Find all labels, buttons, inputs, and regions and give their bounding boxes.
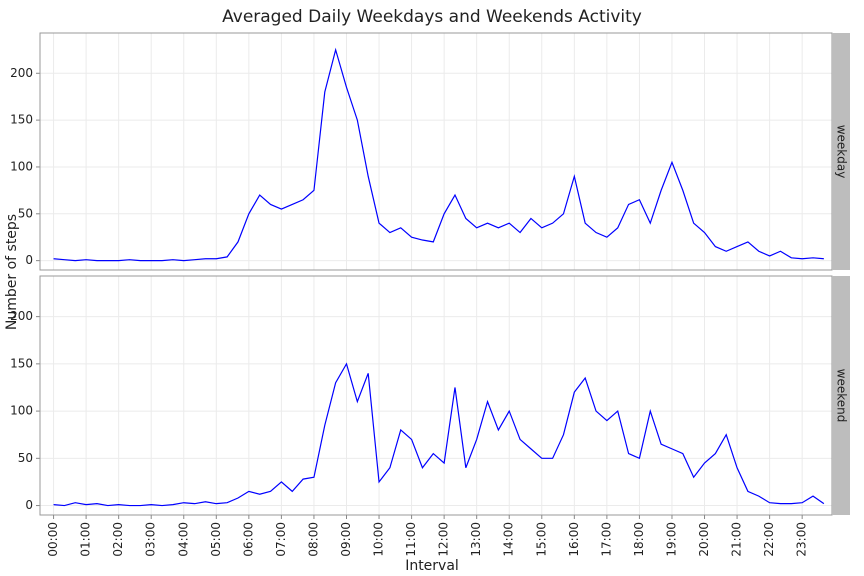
y-tick-label: 50 bbox=[18, 206, 33, 220]
x-tick-label: 14:00 bbox=[502, 522, 516, 557]
strip-label: weekday bbox=[835, 125, 849, 179]
x-tick-label: 02:00 bbox=[111, 522, 125, 557]
x-tick-label: 06:00 bbox=[241, 522, 255, 557]
data-line bbox=[53, 47, 824, 262]
x-tick-label: 07:00 bbox=[274, 522, 288, 557]
x-tick-label: 18:00 bbox=[632, 522, 646, 557]
x-tick-label: 11:00 bbox=[404, 522, 418, 557]
x-tick-label: 05:00 bbox=[209, 522, 223, 557]
x-tick-label: 03:00 bbox=[144, 522, 158, 557]
x-tick-label: 19:00 bbox=[664, 522, 678, 557]
y-tick-label: 150 bbox=[10, 356, 33, 370]
x-tick-label: 22:00 bbox=[762, 522, 776, 557]
y-tick-label: 50 bbox=[18, 451, 33, 465]
y-tick-label: 200 bbox=[10, 309, 33, 323]
strip-background bbox=[832, 33, 850, 270]
x-tick-label: 12:00 bbox=[437, 522, 451, 557]
x-axis-label: Interval bbox=[405, 558, 459, 574]
data-line bbox=[53, 362, 825, 507]
x-tick-label: 23:00 bbox=[795, 522, 809, 557]
y-tick-label: 200 bbox=[10, 66, 33, 80]
chart-title: Averaged Daily Weekdays and Weekends Act… bbox=[222, 7, 642, 27]
y-tick-label: 150 bbox=[10, 113, 33, 127]
x-tick-label: 09:00 bbox=[339, 522, 353, 557]
y-tick-label: 100 bbox=[10, 159, 33, 173]
panel-background bbox=[40, 33, 832, 270]
y-tick-label: 0 bbox=[25, 253, 33, 267]
y-tick-label: 100 bbox=[10, 404, 33, 418]
x-tick-label: 04:00 bbox=[176, 522, 190, 557]
x-tick-label: 16:00 bbox=[567, 522, 581, 557]
y-axis-label: Number of steps bbox=[4, 214, 20, 330]
x-tick-label: 00:00 bbox=[46, 522, 60, 557]
x-tick-label: 15:00 bbox=[534, 522, 548, 557]
strip-label: weekend bbox=[835, 369, 849, 423]
panel-background bbox=[40, 276, 832, 515]
x-tick-label: 17:00 bbox=[599, 522, 613, 557]
x-tick-label: 01:00 bbox=[79, 522, 93, 557]
x-tick-label: 13:00 bbox=[469, 522, 483, 557]
y-tick-label: 0 bbox=[25, 498, 33, 512]
x-tick-label: 20:00 bbox=[697, 522, 711, 557]
x-tick-label: 21:00 bbox=[730, 522, 744, 557]
strip-background bbox=[832, 276, 850, 515]
x-tick-label: 08:00 bbox=[306, 522, 320, 557]
x-tick-label: 10:00 bbox=[372, 522, 386, 557]
